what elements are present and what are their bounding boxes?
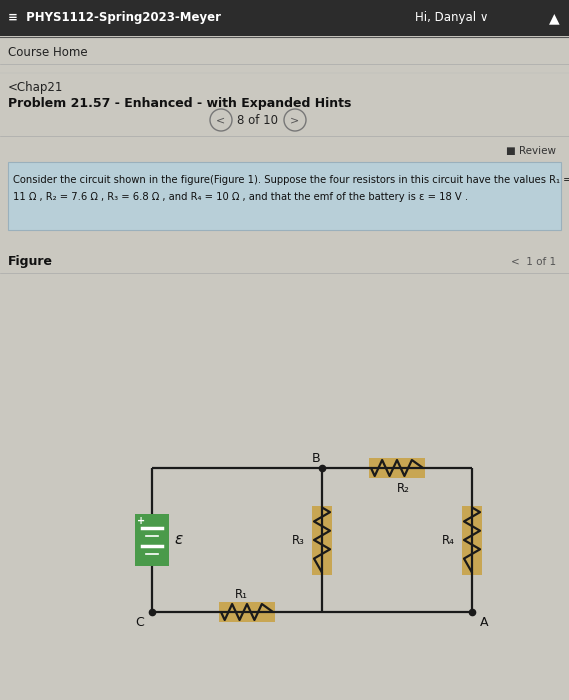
Text: A: A <box>480 615 488 629</box>
Bar <box>369 458 425 478</box>
Text: R₄: R₄ <box>442 533 455 547</box>
Bar <box>0 0 569 36</box>
Text: <: < <box>216 115 226 125</box>
Bar <box>312 505 332 575</box>
Text: R₂: R₂ <box>397 482 410 494</box>
Text: <  1 of 1: < 1 of 1 <box>511 257 556 267</box>
Text: Figure: Figure <box>8 256 53 269</box>
Text: C: C <box>135 615 145 629</box>
Text: Problem 21.57 - Enhanced - with Expanded Hints: Problem 21.57 - Enhanced - with Expanded… <box>8 97 352 109</box>
Bar <box>219 602 275 622</box>
Bar <box>462 505 482 575</box>
Text: 11 Ω , R₂ = 7.6 Ω , R₃ = 6.8 Ω , and R₄ = 10 Ω , and that the emf of the battery: 11 Ω , R₂ = 7.6 Ω , R₃ = 6.8 Ω , and R₄ … <box>13 192 468 202</box>
Text: 8 of 10: 8 of 10 <box>237 113 278 127</box>
Text: Consider the circuit shown in the figure(Figure 1). Suppose the four resistors i: Consider the circuit shown in the figure… <box>13 175 569 185</box>
Text: +: + <box>137 516 145 526</box>
Text: ε: ε <box>174 533 182 547</box>
Text: ≡  PHYS1112-Spring2023-Meyer: ≡ PHYS1112-Spring2023-Meyer <box>8 11 221 25</box>
Text: B: B <box>312 452 320 465</box>
Text: R₃: R₃ <box>291 533 304 547</box>
Text: Course Home: Course Home <box>8 46 88 59</box>
Text: Hi, Danyal ∨: Hi, Danyal ∨ <box>415 11 489 25</box>
Text: ■ Review: ■ Review <box>506 146 556 156</box>
Bar <box>8 162 561 230</box>
Text: ▲: ▲ <box>549 11 559 25</box>
Text: R₁: R₁ <box>234 589 248 601</box>
Bar <box>135 514 169 566</box>
Text: >: > <box>290 115 300 125</box>
Text: <Chap21: <Chap21 <box>8 80 63 94</box>
